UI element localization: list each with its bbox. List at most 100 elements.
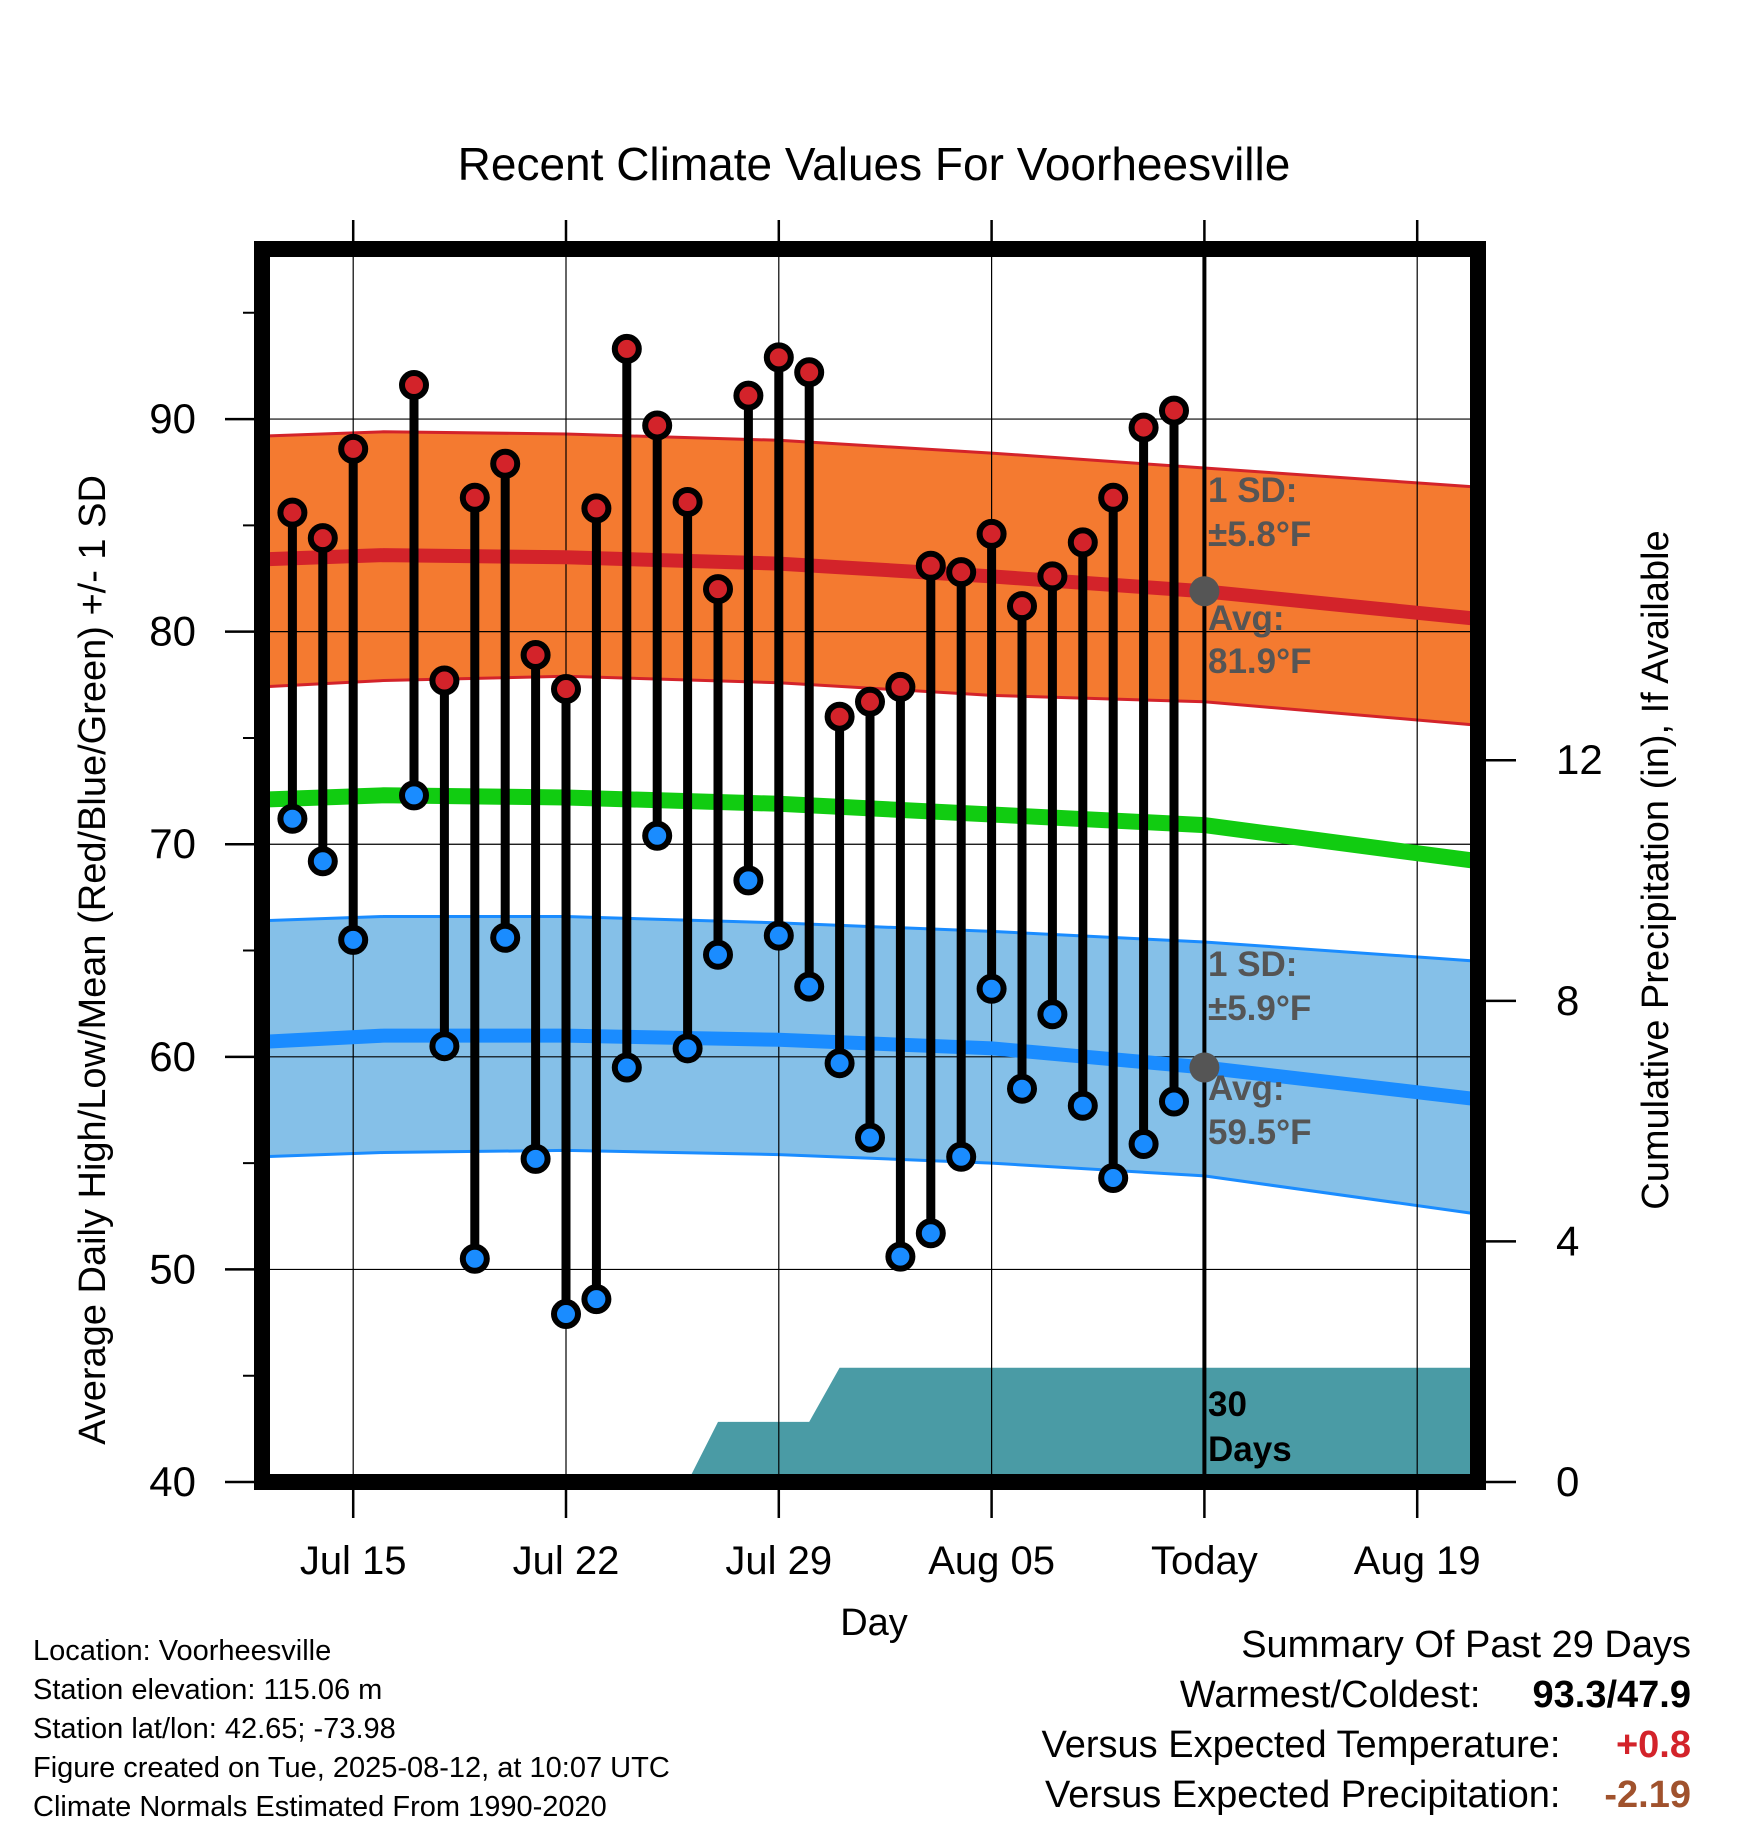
daily-low-point	[946, 1141, 977, 1172]
y-tick-label: 40	[149, 1458, 196, 1505]
today-avg-low-marker	[1189, 1052, 1220, 1083]
high-avg-annotation-label: Avg:	[1208, 599, 1284, 638]
x-tick-label: Aug 19	[1354, 1539, 1481, 1583]
warm-cold-label: Warmest/Coldest:	[1179, 1674, 1481, 1716]
daily-low-point	[976, 973, 1007, 1004]
high-sd-annotation-value: ±5.8°F	[1208, 515, 1311, 554]
x-tick-label: Jul 29	[725, 1539, 832, 1583]
y2-tick-label: 4	[1556, 1217, 1579, 1264]
daily-low-point	[763, 920, 794, 951]
daily-low-point	[1037, 999, 1068, 1030]
chart-title: Recent Climate Values For Voorheesville	[458, 138, 1291, 190]
daily-high-point	[338, 433, 369, 464]
daily-high-point	[277, 497, 308, 528]
precipitation-area	[687, 1367, 1478, 1482]
daily-low-point	[824, 1048, 855, 1079]
daily-low-point	[520, 1143, 551, 1174]
daily-high-point	[885, 671, 916, 702]
temp-departure-label: Versus Expected Temperature:	[1041, 1724, 1561, 1766]
summary-temp: Versus Expected Temperature: +0.8	[1042, 1720, 1691, 1770]
today-avg-high-marker	[1189, 576, 1220, 607]
station-elevation: Station elevation: 115.06 m	[33, 1674, 383, 1706]
low-sd-annotation-label: 1 SD:	[1208, 945, 1297, 984]
daily-low-point	[1159, 1086, 1189, 1117]
daily-low-point	[429, 1031, 460, 1062]
warm-cold-value: 93.3/47.9	[1532, 1674, 1691, 1716]
daily-low-point	[642, 820, 673, 851]
y-tick-label: 70	[149, 820, 196, 867]
precip-days-label-2: Days	[1208, 1430, 1292, 1469]
daily-low-point	[733, 865, 764, 896]
daily-high-point	[490, 448, 521, 479]
station-info: Location: Voorheesville Station elevatio…	[33, 1632, 670, 1827]
y2-tick-label: 8	[1556, 977, 1579, 1024]
summary-precip: Versus Expected Precipitation: -2.19	[1042, 1770, 1691, 1820]
high-avg-annotation-value: 81.9°F	[1208, 642, 1312, 681]
daily-low-point	[1128, 1128, 1159, 1159]
x-tick-label: Jul 22	[513, 1539, 620, 1583]
daily-low-point	[794, 971, 825, 1002]
summary-panel: Summary Of Past 29 Days Warmest/Coldest:…	[1042, 1620, 1691, 1820]
daily-low-point	[307, 846, 338, 877]
daily-high-point	[642, 410, 673, 441]
daily-high-point	[611, 333, 642, 364]
station-location: Location: Voorheesville	[33, 1635, 332, 1667]
daily-high-point	[581, 493, 612, 524]
daily-high-point	[1007, 591, 1037, 622]
daily-low-point	[1007, 1073, 1037, 1104]
low-avg-annotation-value: 59.5°F	[1208, 1113, 1312, 1152]
precip-days-label-1: 30	[1208, 1385, 1247, 1424]
y2-tick-label: 0	[1556, 1458, 1579, 1505]
figure-created: Figure created on Tue, 2025-08-12, at 10…	[33, 1752, 670, 1784]
daily-high-point	[855, 686, 885, 717]
daily-low-point	[551, 1299, 581, 1330]
temp-departure-value: +0.8	[1615, 1724, 1691, 1766]
daily-high-point	[1098, 482, 1129, 513]
daily-high-point	[1159, 395, 1189, 426]
summary-heading: Summary Of Past 29 Days	[1241, 1624, 1691, 1666]
low-sd-annotation-value: ±5.9°F	[1208, 989, 1311, 1028]
x-tick-label: Jul 15	[300, 1539, 407, 1583]
y-tick-label: 60	[149, 1033, 196, 1080]
daily-high-point	[703, 574, 733, 605]
daily-high-point	[794, 357, 825, 388]
daily-high-point	[946, 557, 977, 588]
daily-high-point	[1067, 527, 1098, 558]
daily-high-point	[429, 665, 460, 696]
precip-departure-value: -2.19	[1604, 1774, 1691, 1816]
daily-low-point	[1098, 1163, 1129, 1194]
daily-high-point	[976, 518, 1007, 549]
normals-period: Climate Normals Estimated From 1990-2020	[33, 1791, 607, 1823]
daily-low-point	[490, 922, 521, 953]
daily-low-point	[459, 1243, 490, 1274]
daily-high-point	[733, 380, 764, 411]
y2-tick-label: 12	[1556, 736, 1603, 783]
y-tick-label: 50	[149, 1245, 196, 1292]
daily-low-point	[611, 1052, 642, 1083]
y2-axis-label: Cumulative Precipitation (in), If Availa…	[1635, 530, 1677, 1209]
daily-low-point	[1067, 1090, 1098, 1121]
x-tick-label: Aug 05	[928, 1539, 1055, 1583]
daily-high-point	[307, 523, 338, 554]
daily-low-point	[338, 924, 369, 955]
daily-high-point	[763, 342, 794, 373]
summary-warm-cold: Warmest/Coldest: 93.3/47.9	[1042, 1670, 1691, 1720]
daily-high-point	[915, 550, 946, 581]
plot-frame	[254, 241, 1486, 1490]
daily-high-point	[551, 674, 581, 705]
precip-departure-label: Versus Expected Precipitation:	[1045, 1774, 1561, 1816]
daily-high-point	[672, 486, 703, 517]
daily-low-point	[885, 1241, 916, 1272]
daily-high-point	[399, 370, 429, 401]
daily-low-point	[277, 803, 308, 834]
low-avg-annotation-label: Avg:	[1208, 1069, 1284, 1108]
daily-high-point	[1128, 412, 1159, 443]
y-axis-label: Average Daily High/Low/Mean (Red/Blue/Gr…	[72, 475, 114, 1445]
daily-low-point	[581, 1284, 612, 1315]
x-axis-label: Day	[840, 1602, 908, 1644]
daily-high-point	[459, 482, 490, 513]
daily-high-point	[1037, 561, 1068, 592]
high-sd-annotation-label: 1 SD:	[1208, 471, 1297, 510]
daily-high-point	[520, 640, 551, 671]
